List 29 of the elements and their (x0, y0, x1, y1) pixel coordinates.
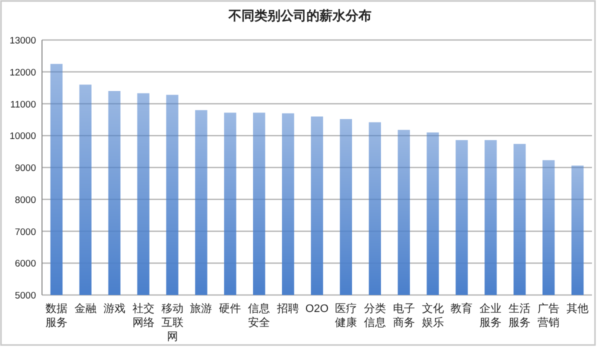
chart-title: 不同类别公司的薪水分布 (228, 8, 372, 23)
x-tick-label: 文化娱乐 (422, 302, 444, 329)
x-tick-label: 电子商务 (392, 302, 415, 329)
x-tick-label: O2O (305, 303, 330, 315)
x-tick-label: 信息安全 (248, 302, 270, 329)
y-tick-label: 8000 (14, 194, 36, 206)
x-tick-label: 医疗健康 (334, 302, 357, 329)
x-tick-label: 金融 (74, 303, 96, 315)
x-tick-label: 广告营销 (538, 302, 560, 329)
x-tick-label: 分类信息 (364, 302, 386, 329)
y-tick-label: 10000 (10, 131, 36, 142)
y-tick-label: 7000 (14, 226, 36, 238)
y-tick-label: 6000 (14, 258, 36, 270)
x-tick-label: 硬件 (219, 303, 242, 315)
y-tick-label: 13000 (10, 36, 36, 46)
x-tick-label: 招聘 (276, 303, 300, 315)
y-tick-label: 5000 (14, 290, 36, 302)
x-tick-label: 游戏 (103, 302, 126, 315)
x-tick-label: 旅游 (190, 302, 212, 315)
x-tick-label: 其他 (566, 302, 589, 315)
x-tick-label: 移动互联网 (161, 303, 184, 343)
x-tick-label: 社交网络 (132, 302, 154, 329)
y-tick-label: 11000 (10, 99, 36, 110)
x-tick-label: 教育 (450, 302, 473, 315)
x-tick-label: 企业服务 (480, 302, 502, 329)
y-tick-label: 9000 (14, 163, 36, 174)
x-tick-label: 数据服务 (45, 303, 68, 329)
y-tick-label: 12000 (10, 67, 36, 78)
x-tick-label: 生活服务 (508, 302, 531, 329)
